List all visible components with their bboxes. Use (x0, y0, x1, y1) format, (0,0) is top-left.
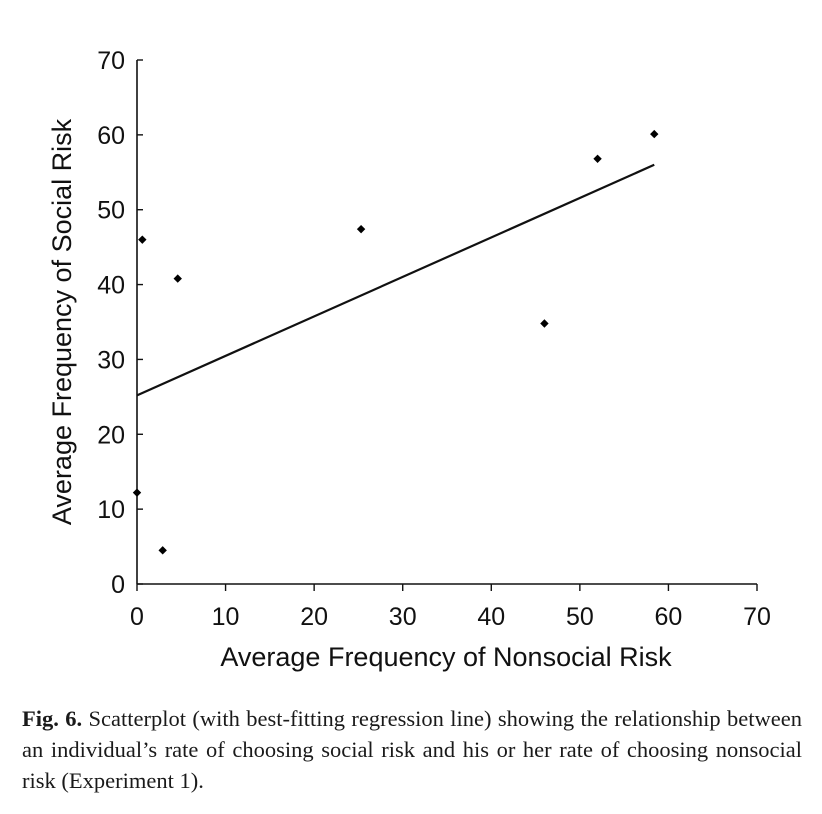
y-tick-label: 0 (111, 571, 125, 599)
x-tick-label: 30 (389, 603, 417, 631)
x-tick-label: 40 (477, 603, 505, 631)
y-tick-label: 40 (97, 272, 125, 300)
caption-text: Scatterplot (with best-fitting regressio… (22, 706, 802, 793)
y-tick-label: 50 (97, 197, 125, 225)
data-point (356, 224, 366, 234)
caption-label: Fig. 6. (22, 706, 83, 731)
regression-line (136, 163, 655, 397)
x-axis-title: Average Frequency of Nonsocial Risk (220, 642, 672, 672)
data-point (173, 274, 182, 283)
data-point (138, 235, 147, 244)
y-tick-label: 20 (97, 421, 125, 449)
x-tick-label: 20 (300, 603, 328, 631)
y-tick-label: 30 (97, 346, 125, 374)
y-tick-label: 70 (97, 47, 125, 75)
data-points (132, 129, 659, 555)
y-axis-title: Average Frequency of Social Risk (47, 118, 77, 525)
axes: 0 10 20 30 40 50 60 70 0 10 20 30 40 50 60 70 (97, 47, 771, 631)
figure-caption: Fig. 6. Scatterplot (with best-fitting r… (22, 703, 802, 796)
x-tick-label: 70 (743, 603, 771, 631)
data-point (650, 129, 659, 139)
y-tick-label: 10 (97, 496, 125, 524)
x-tick-label: 50 (566, 603, 594, 631)
x-tick-label: 0 (130, 603, 144, 631)
scatterplot: 0 10 20 30 40 50 60 70 0 10 20 30 40 50 60 70 Average F… (47, 47, 771, 672)
data-point (540, 319, 549, 328)
data-point (158, 546, 167, 555)
x-tick-label: 60 (655, 603, 683, 631)
x-tick-label: 10 (212, 603, 240, 631)
y-tick-label: 60 (97, 122, 125, 150)
data-point (593, 154, 602, 164)
data-point (132, 488, 142, 497)
